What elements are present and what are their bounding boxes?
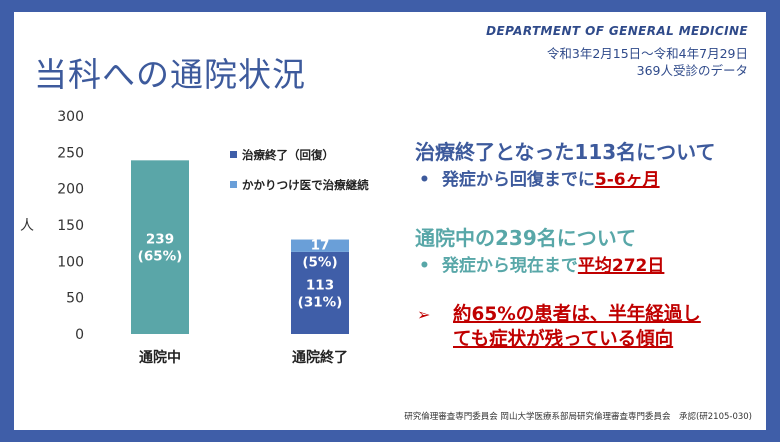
bar-segment xyxy=(131,160,189,334)
recovery-duration-highlight: 5-6ヶ月 xyxy=(594,170,660,190)
ongoing-patients-heading: 通院中の239名について xyxy=(415,226,637,250)
y-tick-label: 50 xyxy=(66,291,84,307)
bar-data-label: 17 xyxy=(311,238,330,254)
conclusion: ➢ 約65%の患者は、半年経過し ても症状が残っている傾向 xyxy=(417,302,701,352)
y-tick-label: 300 xyxy=(57,109,84,125)
y-tick-label: 100 xyxy=(57,254,84,270)
legend-swatch xyxy=(230,151,237,158)
bar-data-label: (31%) xyxy=(298,294,343,310)
average-days-highlight: 平均272日 xyxy=(577,256,665,276)
bar-data-label: (65%) xyxy=(138,249,183,265)
slide: 当科への通院状況 DEPARTMENT OF GENERAL MEDICINE … xyxy=(14,12,766,430)
bar-segment xyxy=(291,251,349,334)
y-tick-label: 150 xyxy=(57,218,84,234)
conclusion-line-2: ても症状が残っている傾向 xyxy=(453,329,674,350)
ethics-approval-footer: 研究倫理審査専門委員会 岡山大学医療系部局研究倫理審査専門委員会 承認(研210… xyxy=(404,412,752,422)
y-axis-label: 人 xyxy=(20,218,34,234)
bar-data-label: (5%) xyxy=(302,255,337,271)
finished-patients-bullet: • 発症から回復までに5-6ヶ月 xyxy=(419,165,660,190)
y-tick-label: 0 xyxy=(75,327,84,343)
arrow-bullet-icon: ➢ xyxy=(417,305,431,324)
slide-title: 当科への通院状況 xyxy=(34,55,306,94)
legend-label: 治療終了（回復） xyxy=(242,148,334,162)
bullet-icon: • xyxy=(419,256,430,276)
data-period: 令和3年2月15日～令和4年7月29日 xyxy=(546,46,748,61)
department-name: DEPARTMENT OF GENERAL MEDICINE xyxy=(486,24,748,38)
legend-swatch xyxy=(230,181,237,188)
x-category-label: 通院中 xyxy=(139,349,181,366)
bar-data-label: 113 xyxy=(306,277,334,293)
finished-patients-heading: 治療終了となった113名について xyxy=(415,140,716,164)
finished-patients-text: 発症から回復までに xyxy=(441,170,595,190)
ongoing-patients-bullet: • 発症から現在まで平均272日 xyxy=(419,251,664,276)
y-tick-label: 200 xyxy=(57,182,84,198)
ongoing-patients-text: 発症から現在まで xyxy=(441,256,578,276)
bar-data-label: 239 xyxy=(146,232,174,248)
conclusion-line-1: 約65%の患者は、半年経過し xyxy=(453,304,701,325)
bar-segment xyxy=(291,239,349,252)
x-category-label: 通院終了 xyxy=(292,349,348,366)
bullet-icon: • xyxy=(419,170,430,190)
stacked-bar-chart: 0 50 100 150 200 250 300 人 239(65%) 通院中 113(31%) 17… xyxy=(20,109,369,366)
y-tick-label: 250 xyxy=(57,145,84,161)
legend-label: かかりつけ医で治療継続 xyxy=(242,178,369,192)
patient-count: 369人受診のデータ xyxy=(636,63,748,78)
